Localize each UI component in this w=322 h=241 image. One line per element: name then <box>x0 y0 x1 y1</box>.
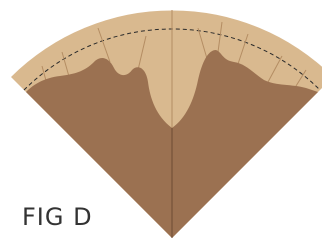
figure: FIG D <box>0 0 322 241</box>
figure-label: FIG D <box>22 203 93 231</box>
page: FIG D (() => { const data = JSON.parse(d… <box>0 0 322 241</box>
